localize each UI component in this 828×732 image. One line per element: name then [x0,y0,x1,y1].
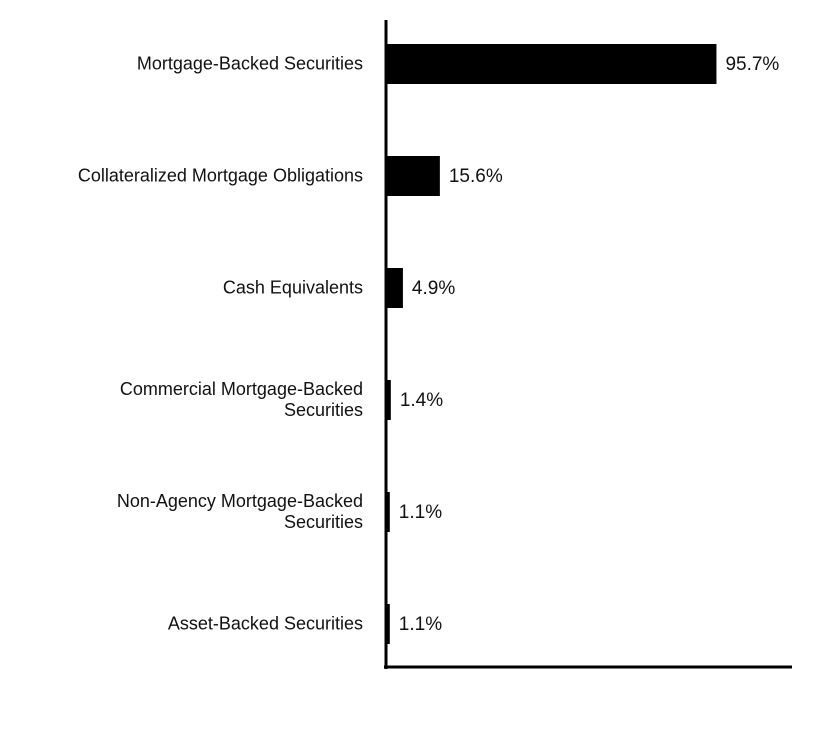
bar [386,604,390,644]
bar [386,156,440,196]
value-label: 1.1% [399,502,442,523]
value-label: 4.9% [412,278,455,299]
bar [386,268,403,308]
category-label: Mortgage-Backed Securities [136,53,363,74]
bar [386,492,390,532]
value-label: 1.1% [399,614,442,635]
category-label: Cash Equivalents [222,277,363,298]
value-label: 95.7% [725,54,779,75]
category-label: Collateralized Mortgage Obligations [77,165,363,186]
value-label: 1.4% [400,390,443,411]
bar [386,44,717,84]
category-label: Asset-Backed Securities [167,613,363,634]
category-label: Non-Agency Mortgage-Backed Securities [116,491,363,532]
category-label: Commercial Mortgage-Backed Securities [119,379,363,420]
bar [386,380,391,420]
value-label: 15.6% [449,166,503,187]
